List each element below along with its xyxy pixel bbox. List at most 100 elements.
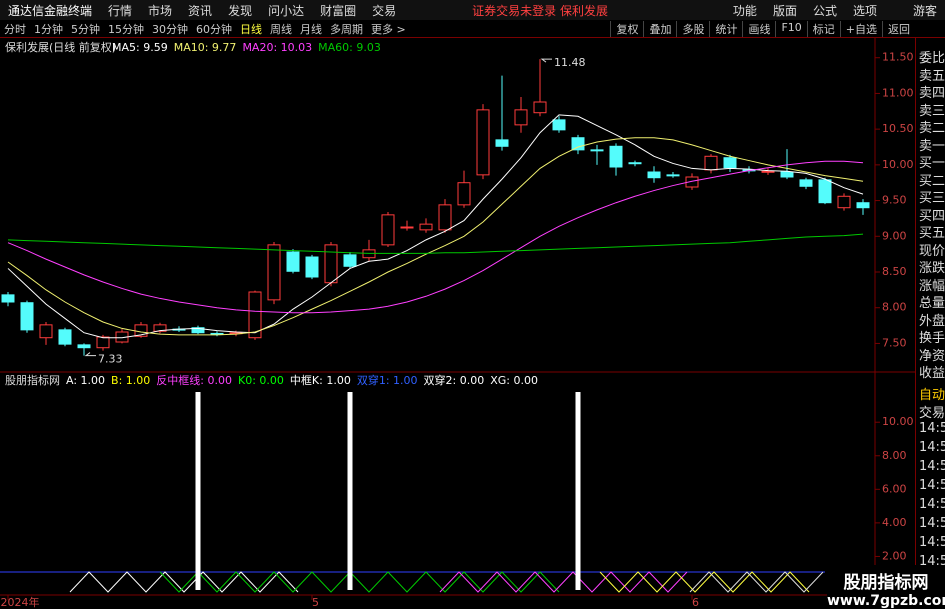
y-tick-label: 9.50 [882,194,907,207]
quote-label: 买一 [919,156,945,171]
menu-item[interactable]: 交易 [372,3,397,18]
candle-body [419,223,433,231]
menu-item[interactable]: 版面 [772,3,797,18]
y-tick-label: 8.00 [882,449,907,462]
menu-bar: 通达信金融终端 行情 市场 资讯 发现 问小达 财富圈 交易 证券交易未登录 保利发展 功能 版面公… [0,0,945,20]
trade-label: 14:56 [919,478,945,493]
quote-label: 委比 [919,51,945,66]
period-tab[interactable]: 多周期 [330,22,363,36]
trade-label: 14:56 [919,421,945,436]
toolbar-right: 复权 叠加 多股 统计 画线 F10 标记 +自选 返回 [610,20,915,37]
candle-body [761,170,775,173]
menu-item[interactable]: 市场 [148,3,173,18]
signal-strip [69,571,299,593]
signal-strip [439,571,688,593]
period-tab[interactable]: 60分钟 [196,22,232,36]
y-tick-label: 4.00 [882,516,907,529]
period-tab[interactable]: 5分钟 [71,22,100,36]
candle-body [438,204,452,231]
y-tick-label: 9.00 [882,229,907,242]
candle-body [191,327,205,334]
signal-bar [347,392,353,590]
quote-label: 买二 [919,173,945,189]
tool-button[interactable]: 复权 [610,20,643,37]
menu-item[interactable]: 行情 [108,3,133,18]
candle-body [837,195,851,209]
period-tab[interactable]: 日线 [240,22,262,36]
menu-item[interactable]: 选项 [852,3,877,18]
candle-body [685,176,699,188]
period-tab[interactable]: 月线 [300,22,322,36]
quote-label: 换手 [919,331,945,346]
period-tab[interactable]: 30分钟 [152,22,188,36]
candle-body [77,344,91,349]
tool-button[interactable]: +自选 [839,20,882,37]
tool-button[interactable]: 多股 [676,20,709,37]
y-tick-label: 10.00 [882,415,914,428]
menu-item[interactable]: 发现 [228,3,253,18]
period-tab[interactable]: 分时 [4,22,26,36]
trade-label: 14:56 [919,516,945,531]
candle-body [704,155,718,171]
tool-button[interactable]: 画线 [742,20,775,37]
period-tab[interactable]: 15分钟 [108,22,144,36]
candle-body [723,157,737,169]
annotation-pointer [84,352,96,357]
signal-strip [599,571,810,593]
y-tick-label: 6.00 [882,482,907,495]
candle-body [647,171,661,179]
tool-button[interactable]: 叠加 [643,20,676,37]
y-tick-label: 8.50 [882,265,907,278]
annotation-label: 7.33 [98,353,123,366]
indicator-entry: XG: 0.00 [490,374,538,387]
quote-label: 涨跌 [919,261,945,276]
indicator-legend: 股朋指标网 A: 1.00 B: 1.00 反中框线: 0.00 K0: 0.00 中框K… [5,373,538,387]
menu-right: 功能 版面 公式 选项 游客 [725,2,945,19]
candle-body [1,294,15,303]
period-tab[interactable]: 1分钟 [34,22,63,36]
ma-line [7,137,864,336]
menu-item[interactable]: 功能 [732,3,757,18]
indicator-entry: 双穿2: 0.00 [424,373,485,387]
period-tab[interactable]: 更多 > [371,22,406,36]
quote-label: 外盘 [919,313,945,329]
candle-body [856,202,870,209]
indicator-entry: 中框K: 1.00 [290,374,351,387]
tool-button[interactable]: F10 [775,20,806,37]
quote-label: 卖四 [919,86,945,101]
signal-strip [689,571,824,593]
menu-item[interactable]: 财富圈 [320,3,357,18]
x-tick-label: 5 [312,596,319,609]
quote-label: 卖三 [919,103,945,119]
candle-body [609,145,623,168]
trade-label: 交易 [919,406,945,421]
trade-label: 14:56 [919,440,945,455]
tool-button[interactable]: 标记 [806,20,840,37]
user[interactable]: 游客 [912,3,937,18]
candle-body [248,291,262,339]
menu-item[interactable]: 公式 [812,3,837,18]
login-notice: 证券交易未登录 保利发展 [472,3,608,18]
indicator-title: 股朋指标网 [5,373,60,387]
x-tick-label: 2024年 [1,595,40,609]
candle-body [780,171,794,178]
tool-button[interactable]: 返回 [882,20,915,37]
signal-bar [195,392,201,590]
candle-body [400,226,414,229]
quote-label: 买五 [919,226,945,241]
quote-label: 卖一 [919,138,945,154]
y-tick-label: 10.50 [882,122,914,135]
quote-label: 总量 [919,296,945,311]
annotation-label: 11.48 [554,56,586,69]
candle-body [590,149,604,152]
candle-body [476,109,490,176]
y-tick-label: 2.00 [882,549,907,562]
period-tab[interactable]: 周线 [270,22,292,36]
menu-item[interactable]: 资讯 [188,3,213,18]
app-title: 通达信金融终端 [8,3,93,18]
candle-body [381,214,395,246]
menu-item[interactable]: 问小达 [268,3,305,18]
tool-button[interactable]: 统计 [709,20,742,37]
